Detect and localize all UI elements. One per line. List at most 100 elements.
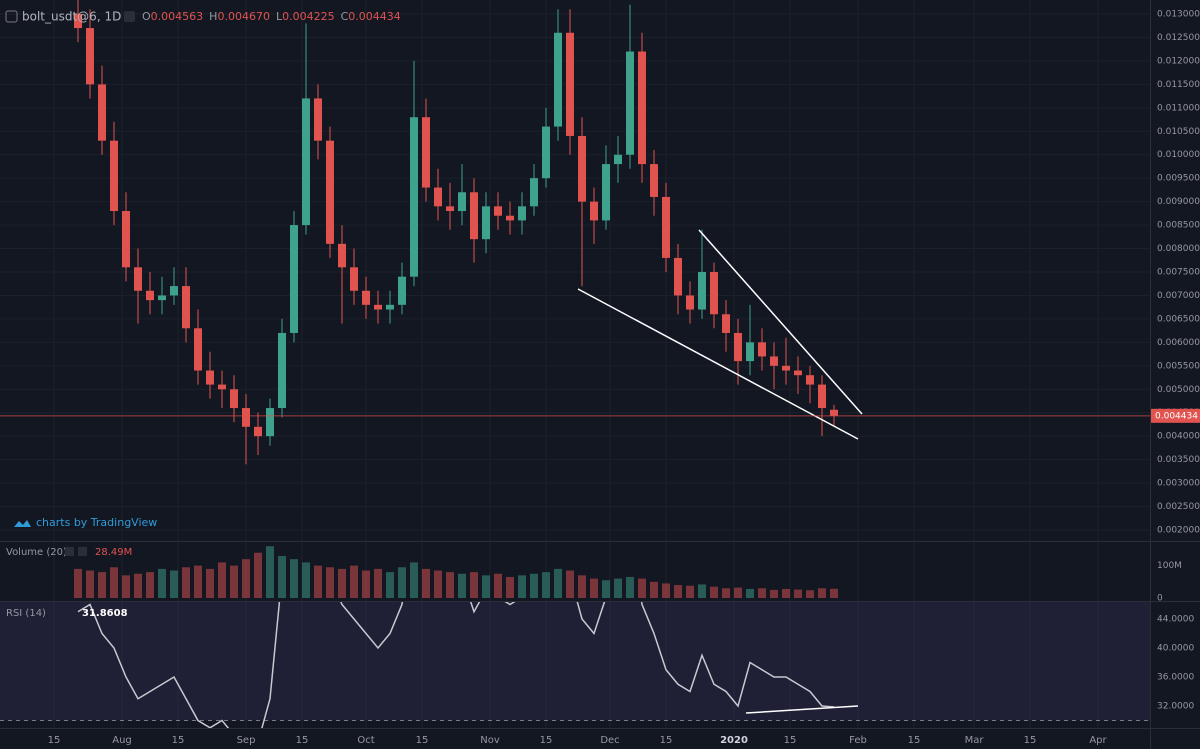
- candle-body: [350, 267, 358, 291]
- x-tick-label: Mar: [965, 735, 985, 746]
- candle-body: [206, 370, 214, 385]
- volume-bar: [206, 568, 214, 598]
- rsi-title: RSI (14): [6, 608, 46, 619]
- y-tick-label: 0.005000: [1157, 385, 1200, 395]
- candle-body: [734, 332, 742, 362]
- candle-body: [602, 164, 610, 221]
- volume-bar: [314, 565, 322, 598]
- y-tick-label: 0.007000: [1157, 291, 1200, 301]
- x-tick-label: Dec: [600, 735, 619, 746]
- candle-body: [74, 14, 82, 29]
- volume-bar: [674, 585, 682, 598]
- volume-bar: [182, 567, 190, 598]
- volume-bar: [326, 567, 334, 598]
- candle-body: [218, 384, 226, 390]
- volume-bar: [350, 565, 358, 598]
- candle-body: [638, 51, 646, 165]
- rsi-trendline: [745, 705, 859, 714]
- candle-body: [326, 140, 334, 244]
- candle-body: [674, 257, 682, 296]
- candle-body: [470, 192, 478, 240]
- y-tick-label: 0.012500: [1157, 33, 1200, 43]
- candle-body: [578, 135, 586, 202]
- ohlc-header: O0.004563 H0.004670 L0.004225 C0.004434: [142, 10, 401, 23]
- x-tick-label: Nov: [480, 735, 500, 746]
- candle-body: [422, 117, 430, 188]
- volume-bar: [782, 588, 790, 598]
- candle-body: [278, 332, 286, 409]
- ohlc-value: 0.004563: [151, 10, 204, 23]
- volume-bar: [74, 568, 82, 598]
- y-tick-label: 0.007500: [1157, 268, 1200, 278]
- volume-bar: [542, 572, 550, 598]
- candle-body: [698, 272, 706, 310]
- candle-body: [518, 206, 526, 221]
- x-tick-label: Feb: [849, 735, 867, 746]
- volume-bar: [158, 568, 166, 598]
- candle-body: [806, 375, 814, 385]
- volume-bar: [278, 555, 286, 598]
- candle-body: [818, 384, 826, 409]
- ohlc-key: L: [276, 10, 283, 23]
- x-tick-label: Aug: [112, 735, 132, 746]
- candle-body: [374, 304, 382, 310]
- volume-bar: [134, 573, 142, 598]
- candle-body: [230, 389, 238, 409]
- candle-body: [446, 206, 454, 212]
- volume-bar: [362, 570, 370, 598]
- volume-tick-label: 100M: [1157, 561, 1182, 571]
- volume-bar: [650, 581, 658, 598]
- y-tick-label: 0.009500: [1157, 174, 1200, 184]
- volume-bar: [470, 572, 478, 598]
- candle-body: [590, 201, 598, 221]
- price-pane: [0, 0, 1150, 465]
- header-button[interactable]: [124, 11, 135, 22]
- ohlc-key: O: [142, 10, 151, 23]
- volume-bar: [770, 589, 778, 598]
- pane-button[interactable]: [65, 547, 74, 556]
- y-tick-label: 0.010000: [1157, 150, 1200, 160]
- x-tick-label: Sep: [237, 735, 256, 746]
- candle-body: [782, 365, 790, 371]
- volume-bar: [578, 575, 586, 598]
- volume-bar: [566, 570, 574, 598]
- y-tick-label: 0.013000: [1157, 10, 1200, 20]
- rsi-tick-label: 36.0000: [1157, 673, 1194, 683]
- volume-bar: [602, 580, 610, 598]
- candle-body: [338, 243, 346, 268]
- candle-body: [110, 140, 118, 212]
- watermark-icon: [14, 520, 31, 527]
- y-tick-label: 0.008500: [1157, 221, 1200, 231]
- candle-body: [242, 408, 250, 427]
- candle-body: [482, 206, 490, 240]
- x-tick-label: 15: [172, 735, 185, 746]
- candle-body: [650, 164, 658, 197]
- pane-button[interactable]: [78, 547, 87, 556]
- watermark: charts by TradingView: [36, 516, 157, 529]
- y-tick-label: 0.005500: [1157, 361, 1200, 371]
- candle-body: [386, 304, 394, 310]
- candle-body: [614, 154, 622, 165]
- symbol-icon[interactable]: [5, 10, 18, 23]
- y-tick-label: 0.006500: [1157, 314, 1200, 324]
- x-tick-label: 2020: [720, 735, 748, 746]
- volume-bar: [218, 562, 226, 598]
- candle-body: [710, 272, 718, 315]
- y-tick-label: 0.012000: [1157, 56, 1200, 66]
- volume-bar: [626, 576, 634, 598]
- y-tick-label: 0.011500: [1157, 80, 1200, 90]
- volume-bar: [194, 565, 202, 598]
- candle-body: [194, 328, 202, 371]
- volume-bar: [302, 562, 310, 598]
- x-tick-label: Apr: [1089, 735, 1107, 746]
- volume-bar: [590, 578, 598, 598]
- candle-body: [758, 342, 766, 357]
- candle-body: [398, 276, 406, 305]
- candle-body: [566, 32, 574, 136]
- volume-bar: [398, 567, 406, 598]
- last-price-label: 0.004434: [1155, 411, 1198, 421]
- grid-layer: [0, 0, 1150, 728]
- x-tick-label: 15: [540, 735, 553, 746]
- ohlc-value: 0.004434: [348, 10, 401, 23]
- volume-last: 28.49M: [95, 547, 132, 558]
